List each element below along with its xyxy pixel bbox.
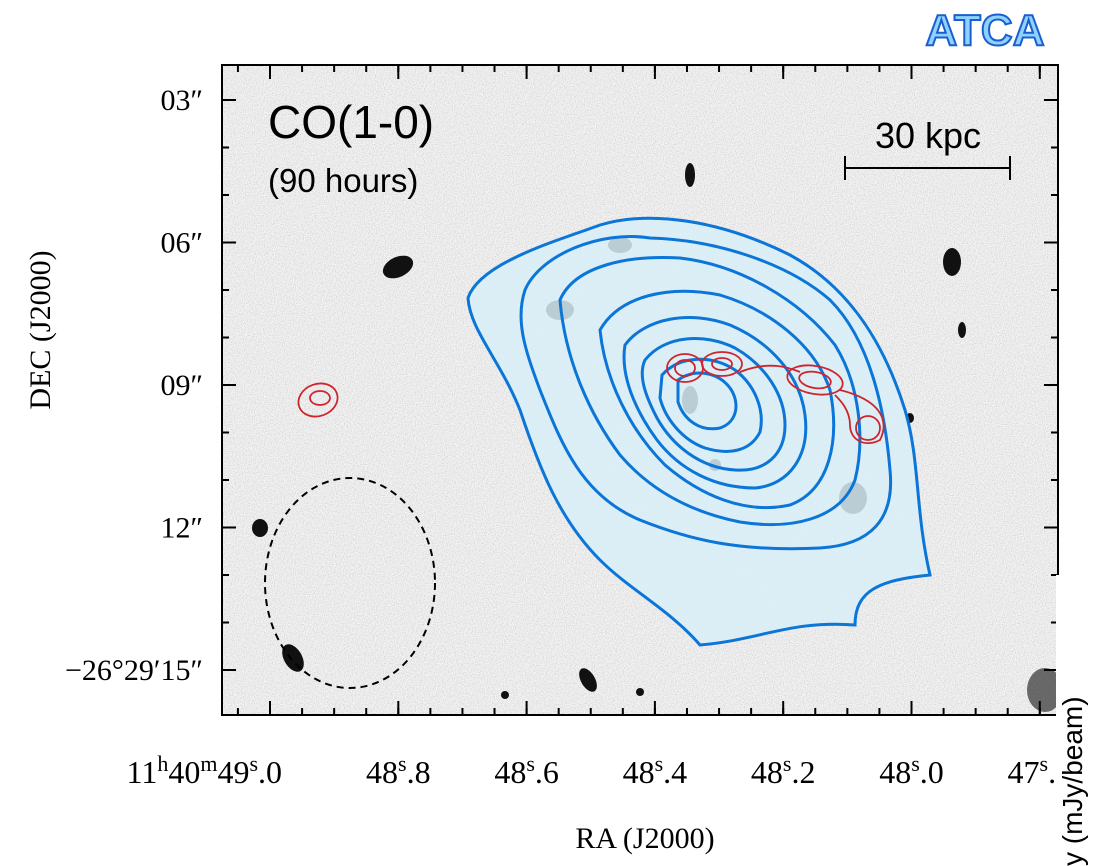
- tick-part: s: [526, 751, 535, 776]
- x-axis-label: RA (J2000): [575, 822, 714, 855]
- x-tick-labels: 11h40m49s.048s.848s.648s.448s.248s.047s.…: [127, 751, 1073, 790]
- sky-image: [222, 65, 1058, 715]
- tick-part: s: [783, 751, 792, 776]
- tick-part: s: [398, 751, 407, 776]
- frame: [221, 64, 1059, 716]
- radio-contours: [297, 351, 885, 445]
- tick-part: .2: [791, 754, 815, 790]
- tick-part: h: [157, 751, 168, 776]
- colorbar-panel: [1056, 575, 1099, 866]
- x-tick-label: 48s.6: [494, 751, 559, 790]
- tick-part: s: [249, 751, 258, 776]
- tick-part: m: [200, 751, 217, 776]
- co-contours: [466, 216, 932, 647]
- tick-part: 11: [127, 754, 158, 790]
- ticks: [222, 65, 1058, 715]
- x-tick-label: 48s.2: [751, 751, 816, 790]
- scale-label: 30 kpc: [875, 115, 981, 156]
- y-tick-labels: 03″ 06″ 09″ 12″ −26°29′15″: [65, 84, 203, 687]
- tick-part: s: [655, 751, 664, 776]
- x-tick-label: 11h40m49s.0: [127, 751, 283, 790]
- x-tick-label: 48s.0: [879, 751, 944, 790]
- beam: [264, 477, 436, 689]
- tick-part: 48: [366, 754, 398, 790]
- duration: (90 hours): [268, 162, 418, 199]
- tick-part: 40: [168, 754, 200, 790]
- tick-part: .4: [663, 754, 687, 790]
- tick-part: .0: [258, 754, 282, 790]
- line-label: CO(1-0): [268, 96, 434, 148]
- y-tick-label: 03″: [161, 84, 204, 117]
- tick-part: .6: [535, 754, 559, 790]
- tick-part: 49: [217, 754, 249, 790]
- tick-part: 48: [623, 754, 655, 790]
- x-tick-label: 48s.8: [366, 751, 431, 790]
- tick-part: .0: [920, 754, 944, 790]
- tick-part: 48: [751, 754, 783, 790]
- y-axis-label: DEC (J2000): [24, 250, 57, 409]
- tick-part: 48: [494, 754, 526, 790]
- y-tick-label: −26°29′15″: [65, 654, 203, 687]
- y-tick-label: 06″: [161, 227, 204, 260]
- tick-part: s: [1040, 751, 1049, 776]
- tick-part: 47: [1008, 754, 1040, 790]
- colorbar-label: y (mJy/beam): [1057, 696, 1088, 866]
- tick-part: .8: [407, 754, 431, 790]
- badge: ATCA: [926, 6, 1045, 55]
- y-tick-label: 12″: [161, 512, 204, 545]
- tick-part: s: [911, 751, 920, 776]
- scale-bar: [844, 156, 1011, 180]
- y-tick-label: 09″: [161, 369, 204, 402]
- tick-part: 48: [879, 754, 911, 790]
- x-tick-label: 48s.4: [623, 751, 688, 790]
